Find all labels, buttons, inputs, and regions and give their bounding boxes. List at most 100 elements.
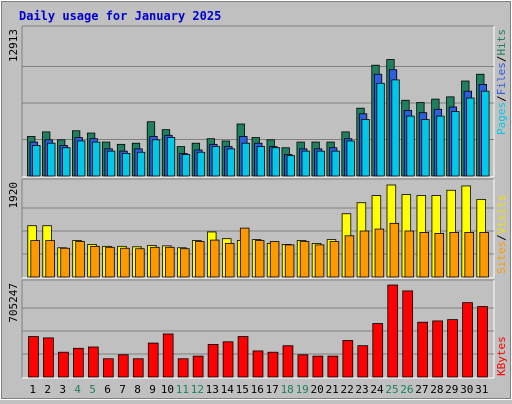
bar-kbytes-day-3 — [58, 351, 69, 378]
x-tick-label: 14 — [221, 383, 235, 396]
bar-kbytes-day-25 — [387, 284, 399, 378]
bar-sites-day-21 — [329, 241, 340, 278]
bar-kbytes-day-15 — [237, 336, 249, 378]
bar-kbytes-day-13 — [207, 343, 219, 378]
x-tick-label: 31 — [475, 383, 488, 396]
bar-pages-day-12 — [196, 151, 206, 177]
x-axis-labels: 1 2 3 4 5 6 7 8 9 10 11 12 13 14 15 16 17 18 19 20 21 22 23 24 2… — [29, 383, 488, 396]
x-tick-label: 22 — [340, 383, 353, 396]
bar-sites-day-25 — [389, 222, 400, 278]
bar-sites-day-14 — [224, 243, 235, 278]
series-legend: Sites/Visits — [495, 195, 508, 275]
y-max-label: 705247 — [7, 283, 20, 323]
bar-sites-day-5 — [90, 245, 100, 278]
y-max-label: 1920 — [7, 182, 20, 209]
bar-kbytes-day-5 — [88, 346, 99, 378]
bar-sites-day-1 — [30, 240, 40, 278]
x-tick-label: 17 — [266, 383, 279, 396]
bar-sites-day-24 — [374, 228, 385, 278]
bar-pages-day-21 — [331, 150, 340, 177]
bar-pages-day-28 — [436, 115, 445, 177]
x-tick-label: 13 — [206, 383, 219, 396]
legend-item: / — [495, 95, 508, 102]
bar-pages-day-1 — [32, 145, 41, 177]
bar-kbytes-day-1 — [28, 336, 39, 378]
x-tick-label: 11 — [176, 383, 189, 396]
chart-title: Daily usage for January 2025 — [19, 9, 221, 23]
bar-sites-day-9 — [150, 246, 160, 278]
bar-pages-day-17 — [271, 147, 280, 177]
bar-sites-day-6 — [105, 246, 115, 278]
bar-sites-day-30 — [464, 232, 474, 278]
bar-pages-day-16 — [256, 146, 265, 177]
panel-visits-sites: 1920 Sites/Visits — [7, 178, 508, 279]
bar-pages-day-19 — [301, 150, 310, 177]
x-tick-label: 10 — [161, 383, 174, 396]
x-tick-label: 5 — [89, 383, 96, 396]
bar-kbytes-day-16 — [252, 350, 264, 378]
bar-pages-day-2 — [47, 142, 56, 177]
bar-sites-day-31 — [479, 232, 489, 278]
x-tick-label: 15 — [236, 383, 249, 396]
bar-pages-day-27 — [421, 119, 430, 177]
x-tick-label: 1 — [29, 383, 36, 396]
x-tick-label: 26 — [400, 383, 413, 396]
bar-sites-day-4 — [75, 241, 85, 278]
bar-kbytes-day-18 — [282, 345, 294, 378]
bar-pages-day-26 — [406, 115, 415, 177]
bar-pages-day-13 — [211, 146, 221, 177]
bar-pages-day-9 — [151, 139, 161, 177]
bar-pages-day-25 — [391, 79, 400, 177]
x-tick-label: 23 — [355, 383, 368, 396]
bar-pages-day-5 — [92, 141, 101, 177]
bar-pages-day-18 — [286, 155, 295, 177]
series-legend: Pages/Files/Hits — [495, 29, 508, 135]
bar-pages-day-22 — [346, 140, 355, 177]
bar-pages-day-7 — [121, 152, 131, 177]
bar-kbytes-day-22 — [342, 340, 354, 378]
x-tick-label: 16 — [251, 383, 264, 396]
bar-sites-day-3 — [60, 247, 70, 278]
bar-kbytes-day-7 — [117, 354, 129, 378]
x-tick-label: 21 — [325, 383, 338, 396]
legend-item: Pages — [495, 102, 508, 135]
bar-kbytes-day-28 — [432, 320, 443, 378]
x-tick-label: 30 — [460, 383, 473, 396]
bar-sites-day-19 — [299, 241, 310, 278]
legend-item: Files — [495, 62, 508, 95]
legend-item: / — [495, 234, 508, 241]
bar-sites-day-23 — [359, 230, 370, 278]
panel-kbytes: 705247 KBytes — [7, 279, 508, 379]
bar-kbytes-day-10 — [162, 333, 174, 378]
bar-pages-day-15 — [241, 142, 251, 177]
x-tick-label: 8 — [134, 383, 141, 396]
bar-pages-day-6 — [107, 150, 116, 177]
bar-sites-day-17 — [269, 241, 280, 278]
bar-kbytes-day-26 — [402, 290, 414, 378]
bar-pages-day-31 — [481, 90, 490, 177]
bar-sites-day-15 — [239, 227, 250, 278]
bar-pages-day-23 — [361, 119, 370, 177]
legend-item: KBytes — [495, 336, 508, 376]
bar-sites-day-13 — [209, 239, 220, 278]
bar-sites-day-11 — [180, 248, 190, 278]
chart-panels: 12913Pages/Files/Hits1920Sites/Visits705… — [7, 25, 508, 379]
bar-pages-day-30 — [466, 97, 475, 177]
bar-pages-day-20 — [316, 150, 325, 177]
bar-sites-day-7 — [120, 247, 130, 278]
bar-kbytes-day-27 — [417, 321, 428, 378]
x-tick-label: 19 — [296, 383, 309, 396]
x-tick-label: 29 — [445, 383, 458, 396]
bar-pages-day-10 — [166, 137, 176, 177]
bar-sites-day-29 — [449, 232, 459, 278]
x-tick-label: 9 — [149, 383, 156, 396]
bar-pages-day-8 — [136, 151, 146, 177]
bar-kbytes-day-29 — [447, 319, 458, 378]
x-tick-label: 25 — [385, 383, 398, 396]
legend-item: Hits — [495, 29, 508, 56]
y-max-label: 12913 — [7, 29, 20, 62]
bar-pages-day-3 — [62, 147, 71, 177]
bar-kbytes-day-21 — [327, 355, 339, 378]
bar-pages-day-11 — [181, 154, 191, 177]
